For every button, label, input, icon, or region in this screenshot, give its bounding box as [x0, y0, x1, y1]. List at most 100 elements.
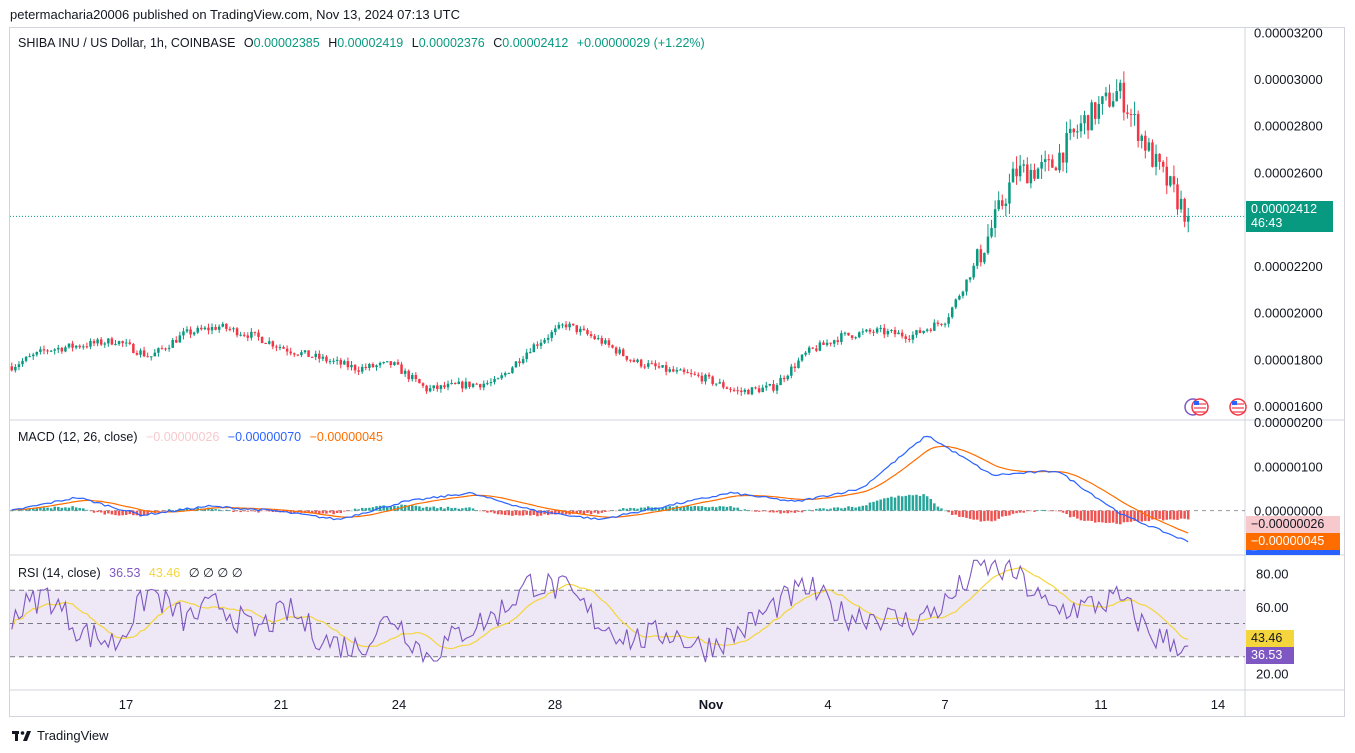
candle-body	[99, 339, 103, 345]
macd-histogram-bar	[239, 510, 242, 513]
macd-histogram-bar	[1083, 510, 1086, 521]
macd-histogram-bar	[228, 510, 232, 511]
low-value: 0.00002376	[418, 36, 485, 50]
candle-body	[875, 328, 879, 333]
macd-histogram-bar	[811, 510, 815, 512]
rsi-legend: RSI (14, close) 36.53 43.46 ∅ ∅ ∅ ∅	[18, 565, 248, 580]
macd-histogram-bar	[722, 506, 725, 511]
macd-histogram-bar	[850, 506, 854, 511]
candle-body	[225, 323, 228, 329]
candle-body	[611, 345, 614, 348]
candle-body	[865, 329, 868, 332]
macd-histogram-bar	[861, 505, 865, 511]
macd-histogram-bar	[511, 510, 514, 516]
macd-layer: 0.00000000 0.00000100 0.00000200	[10, 415, 1323, 543]
last-price-tag: 0.00002412 46:43	[1246, 201, 1333, 232]
macd-histogram-bar	[664, 506, 668, 511]
candle-body	[536, 344, 539, 346]
macd-histogram-bar	[600, 510, 604, 513]
macd-histogram-bar	[933, 503, 936, 511]
macd-histogram-bar	[403, 504, 407, 511]
candle-body	[947, 317, 950, 324]
footer[interactable]: TradingView	[12, 728, 109, 743]
candle-body	[425, 385, 428, 392]
candle-body	[1122, 82, 1126, 113]
macd-histogram-bar	[310, 510, 314, 514]
candle-body	[117, 341, 121, 345]
candle-body	[918, 330, 922, 333]
candle-body	[42, 349, 46, 351]
last-price-value: 0.00002412	[1251, 202, 1318, 216]
macd-histogram-bar	[1026, 510, 1029, 512]
candle-body	[228, 328, 232, 330]
macd-histogram-bar	[857, 506, 861, 511]
macd-histogram-bar	[765, 510, 768, 512]
candle-body	[782, 377, 786, 380]
symbol-title[interactable]: SHIBA INU / US Dollar, 1h, COINBASE	[18, 36, 236, 50]
macd-histogram-bar	[24, 508, 28, 511]
rsi-tag: 36.53	[1246, 647, 1294, 664]
open-label: O	[243, 36, 254, 50]
macd-histogram-bar	[235, 510, 239, 512]
macd-histogram-bar	[314, 510, 317, 513]
candle-body	[550, 332, 553, 338]
candle-body	[121, 341, 124, 344]
macd-signal-value: −0.00000045	[309, 430, 383, 444]
macd-histogram-bar	[575, 510, 579, 514]
macd-histogram-bar	[321, 510, 325, 514]
macd-histogram-bar	[564, 510, 568, 515]
candle-body	[618, 349, 621, 354]
macd-histogram-bar	[990, 510, 993, 522]
macd-histogram-bar	[160, 510, 164, 512]
macd-histogram-bar	[829, 508, 832, 511]
candle-body	[829, 342, 832, 344]
candle-body	[353, 364, 357, 371]
candle-body	[1183, 198, 1186, 222]
macd-histogram-bar	[124, 510, 128, 515]
candle-body	[1036, 168, 1040, 179]
chart-frame	[9, 27, 1345, 717]
candle-body	[1061, 152, 1065, 163]
candle-body	[1151, 142, 1154, 167]
candle-body	[357, 370, 360, 372]
candle-body	[847, 332, 850, 336]
macd-histogram-bar	[443, 508, 446, 511]
macd-histogram-bar	[725, 506, 729, 511]
macd-histogram-bar	[357, 509, 360, 511]
candle-body	[1029, 169, 1033, 184]
candle-body	[1129, 114, 1133, 116]
candle-body	[1058, 152, 1061, 171]
event-markers[interactable]	[1184, 398, 1247, 416]
macd-histogram-bar	[950, 510, 954, 515]
macd-histogram-bar	[693, 505, 697, 511]
candle-body	[815, 348, 818, 351]
macd-axis-tick: 0.00000000	[1254, 504, 1323, 519]
candle-body	[579, 328, 582, 333]
candle-body	[250, 331, 253, 338]
macd-histogram-bar	[1093, 510, 1097, 523]
candle-body	[836, 340, 840, 342]
candle-body	[754, 387, 757, 389]
macd-line	[11, 435, 1189, 543]
candle-body	[539, 342, 543, 346]
candle-body	[221, 323, 225, 327]
candle-body	[596, 338, 600, 340]
macd-histogram-bar	[507, 510, 511, 516]
macd-histogram-bar	[375, 506, 378, 511]
macd-histogram-bar	[453, 507, 457, 511]
candle-body	[1104, 92, 1108, 97]
candle-body	[500, 375, 503, 379]
macd-histogram-bar	[621, 508, 625, 511]
candle-body	[1179, 198, 1183, 210]
candle-body	[883, 327, 886, 335]
macd-signal-tag: −0.00000045	[1246, 533, 1340, 550]
macd-title[interactable]: MACD (12, 26, close)	[18, 430, 138, 444]
candle-body	[264, 342, 267, 344]
macd-histogram-bar	[1169, 510, 1172, 520]
candle-body	[1133, 113, 1136, 115]
macd-histogram-bar	[128, 510, 132, 515]
time-axis-tick: 4	[824, 697, 832, 712]
publisher-line: petermacharia20006 published on TradingV…	[10, 7, 460, 22]
rsi-title[interactable]: RSI (14, close)	[18, 566, 101, 580]
